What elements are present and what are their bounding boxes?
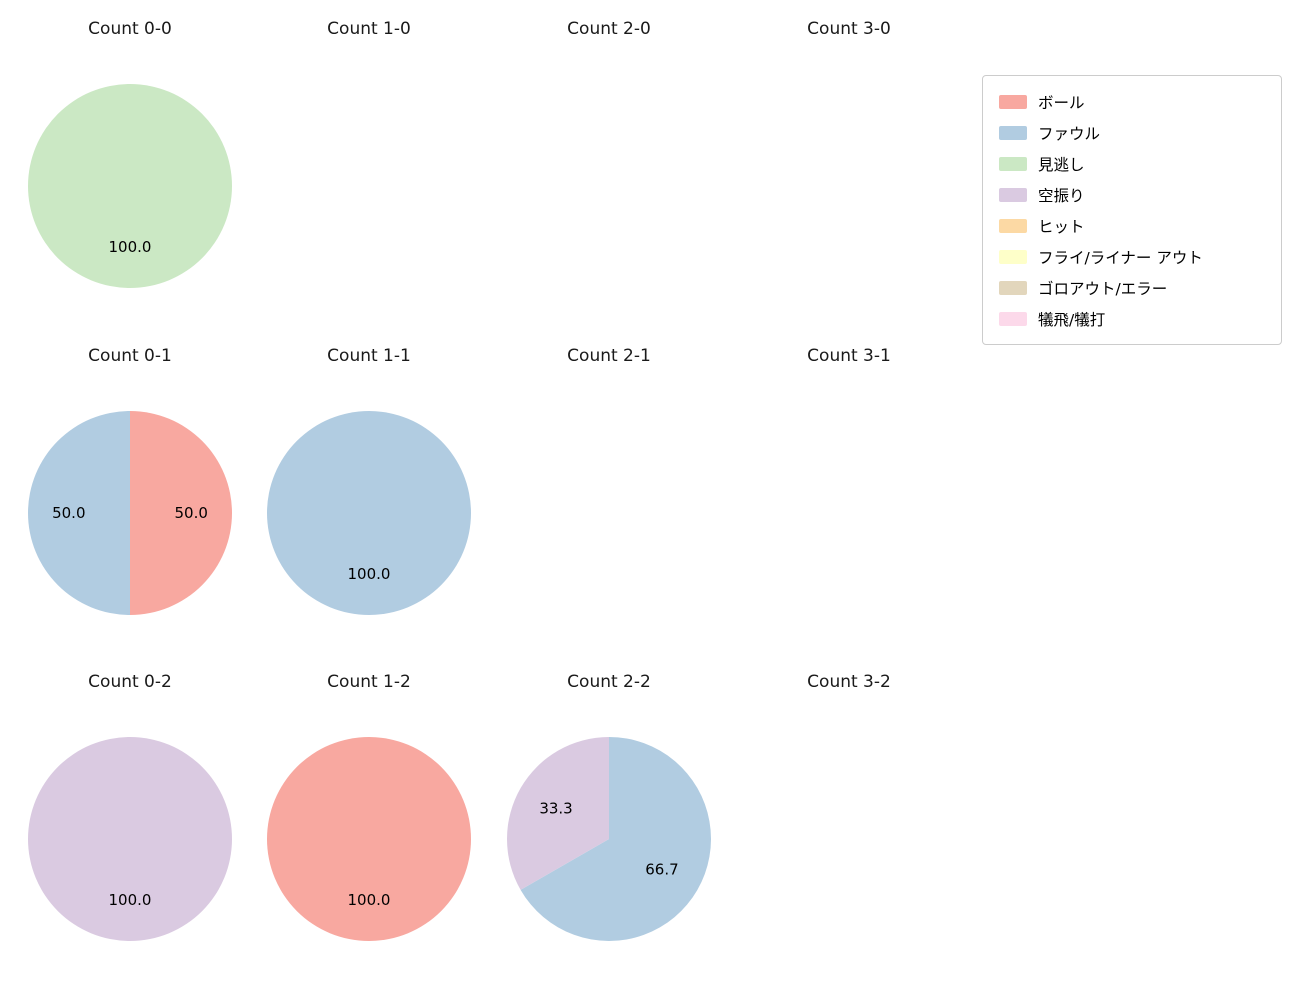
svg-text:50.0: 50.0 (52, 504, 85, 522)
legend-label-swinging-strike: 空振り (1038, 186, 1085, 205)
pie-chart (739, 76, 959, 296)
chart-title: Count 0-1 (88, 346, 172, 366)
legend-item: ファウル (999, 117, 1265, 148)
legend-item: フライ/ライナー アウト (999, 241, 1265, 272)
pie-chart (499, 76, 719, 296)
chart-cell-3-2: Count 3-2 (729, 671, 969, 949)
chart-cell-1-2: Count 1-2 100.0 (249, 671, 489, 949)
chart-cell-1-0: Count 1-0 (249, 18, 489, 296)
legend-label-foul: ファウル (1038, 124, 1101, 143)
legend-item: 見逃し (999, 148, 1265, 179)
chart-cell-0-0: Count 0-0 100.0 (10, 18, 250, 296)
legend-item: ヒット (999, 210, 1265, 241)
legend-label-fly-liner-out: フライ/ライナー アウト (1038, 248, 1203, 267)
legend-item: ボール (999, 86, 1265, 117)
chart-title: Count 3-0 (807, 19, 891, 39)
chart-cell-3-1: Count 3-1 (729, 345, 969, 623)
legend-swatch-foul (999, 125, 1027, 140)
chart-title: Count 0-0 (88, 19, 172, 39)
chart-title: Count 0-2 (88, 672, 172, 692)
chart-title: Count 2-0 (567, 19, 651, 39)
legend-swatch-swinging-strike (999, 187, 1027, 202)
chart-title: Count 1-1 (327, 346, 411, 366)
pie-chart: 100.0 (259, 403, 479, 623)
pie-chart: 66.7 33.3 (499, 729, 719, 949)
legend-swatch-fly-liner-out (999, 249, 1027, 264)
pie-chart (259, 76, 479, 296)
chart-title: Count 2-2 (567, 672, 651, 692)
legend: ボール ファウル 見逃し 空振り ヒット フライ/ライナー アウト ゴロアウト/… (982, 75, 1282, 345)
legend-label-called-strike: 見逃し (1038, 155, 1085, 174)
legend-swatch-ground-out-error (999, 280, 1027, 295)
svg-text:100.0: 100.0 (348, 891, 391, 909)
pie-chart: 100.0 (20, 76, 240, 296)
legend-swatch-called-strike (999, 156, 1027, 171)
chart-title: Count 2-1 (567, 346, 651, 366)
legend-label-hit: ヒット (1038, 217, 1085, 236)
legend-swatch-ball (999, 94, 1027, 109)
chart-cell-2-2: Count 2-2 66.7 33.3 (489, 671, 729, 949)
chart-cell-3-0: Count 3-0 (729, 18, 969, 296)
pie-chart: 100.0 (259, 729, 479, 949)
legend-label-ground-out-error: ゴロアウト/エラー (1038, 279, 1168, 298)
svg-text:100.0: 100.0 (348, 565, 391, 583)
pie-chart (739, 729, 959, 949)
chart-cell-2-1: Count 2-1 (489, 345, 729, 623)
chart-title: Count 1-0 (327, 19, 411, 39)
chart-cell-2-0: Count 2-0 (489, 18, 729, 296)
legend-item: ゴロアウト/エラー (999, 272, 1265, 303)
pie-chart: 50.0 50.0 (20, 403, 240, 623)
svg-text:50.0: 50.0 (174, 504, 207, 522)
chart-cell-0-1: Count 0-1 50.0 50.0 (10, 345, 250, 623)
pie-chart: 100.0 (20, 729, 240, 949)
svg-text:100.0: 100.0 (109, 238, 152, 256)
legend-swatch-sacrifice (999, 311, 1027, 326)
chart-title: Count 3-1 (807, 346, 891, 366)
legend-label-sacrifice: 犠飛/犠打 (1038, 310, 1106, 329)
chart-title: Count 3-2 (807, 672, 891, 692)
chart-cell-1-1: Count 1-1 100.0 (249, 345, 489, 623)
svg-text:66.7: 66.7 (645, 861, 678, 879)
chart-title: Count 1-2 (327, 672, 411, 692)
legend-item: 犠飛/犠打 (999, 303, 1265, 334)
pie-chart (739, 403, 959, 623)
pie-chart (499, 403, 719, 623)
svg-text:33.3: 33.3 (539, 799, 572, 817)
legend-label-ball: ボール (1038, 93, 1085, 112)
svg-text:100.0: 100.0 (109, 891, 152, 909)
legend-swatch-hit (999, 218, 1027, 233)
chart-cell-0-2: Count 0-2 100.0 (10, 671, 250, 949)
legend-item: 空振り (999, 179, 1265, 210)
